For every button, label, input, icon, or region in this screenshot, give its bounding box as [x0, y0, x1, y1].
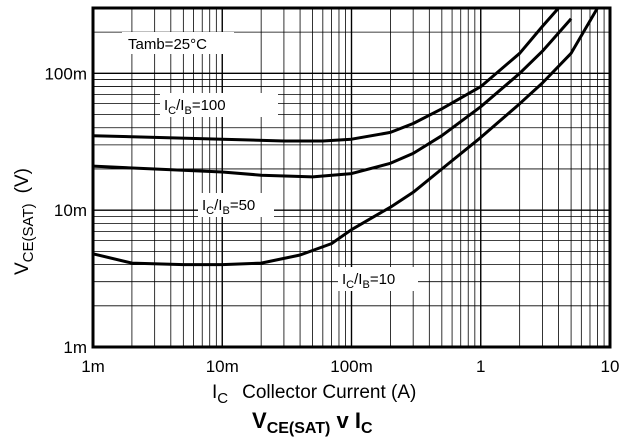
series-label-100: IC/IB=100 [160, 93, 278, 117]
series-line-2 [92, 7, 599, 267]
svg-text:IC/IB=10: IC/IB=10 [342, 271, 395, 291]
x-tick-label: 10m [206, 357, 239, 376]
y-tick-label: 10m [54, 201, 87, 220]
temperature-annotation: Tamb=25°C [128, 36, 207, 53]
plot-frame [91, 6, 612, 349]
series-line-0 [92, 7, 560, 143]
series-line-1 [92, 17, 573, 179]
x-tick-labels: 1m 10m 100m 1 10 [81, 357, 619, 376]
svg-text:IC/IB=100: IC/IB=100 [164, 97, 226, 117]
y-tick-label: 1m [63, 338, 87, 357]
x-axis-title: IC Collector Current (A) [212, 382, 416, 407]
annotation-box [122, 32, 234, 54]
x-tick-label: 10 [601, 357, 620, 376]
series-label-10: IC/IB=10 [338, 267, 418, 291]
series-label-50: IC/IB=50 [198, 193, 274, 217]
y-axis-title: VCE(SAT)(V) [12, 168, 37, 275]
y-tick-label: 100m [44, 64, 87, 83]
x-tick-label: 100m [330, 357, 373, 376]
chart-title: VCE(SAT) v IC [252, 408, 373, 437]
svg-text:IC/IB=50: IC/IB=50 [202, 197, 255, 217]
x-tick-label: 1 [476, 357, 485, 376]
y-tick-labels: 1m 10m 100m [44, 64, 87, 357]
curves [92, 7, 599, 267]
x-tick-label: 1m [81, 357, 105, 376]
